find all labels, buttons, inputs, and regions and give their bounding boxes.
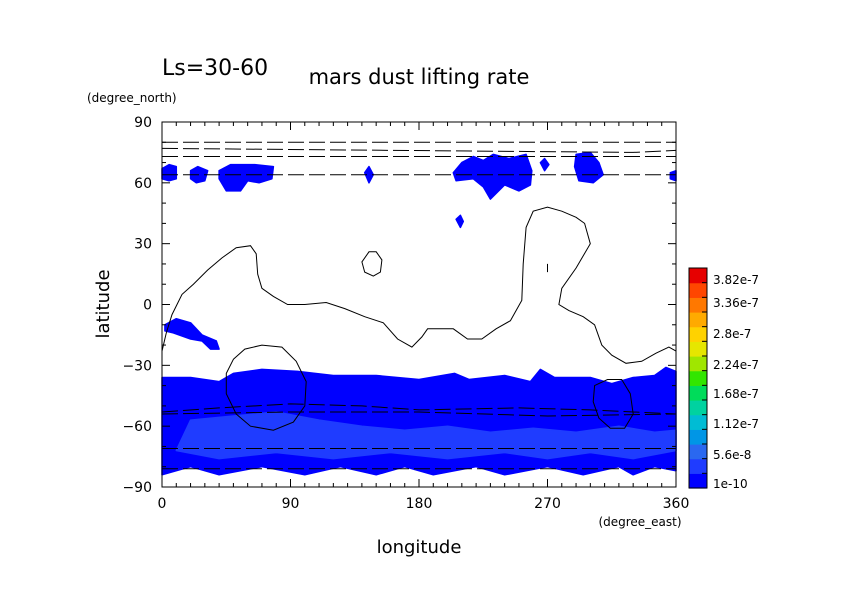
y-tick-label: 60 — [134, 176, 152, 192]
x-tick-label: 270 — [534, 496, 561, 512]
y-tick-labels: 90 60 30 0 −30 −60 −90 — [122, 115, 152, 496]
contour-dash-south-2 — [161, 411, 677, 417]
contour-dash-north-2 — [161, 147, 677, 153]
colorbar-label: 2.8e-7 — [713, 327, 751, 341]
dust-regions — [161, 151, 677, 476]
colorbar-cell — [689, 429, 707, 445]
chart-title: mars dust lifting rate — [309, 65, 530, 89]
contour-terrain-circle-2 — [361, 251, 383, 277]
colorbar-cell — [689, 312, 707, 328]
chart-subtitle: Ls=30-60 — [162, 56, 268, 81]
x-tick-labels: 0 90 180 270 360 — [158, 496, 690, 512]
contour-dash-south-1 — [161, 403, 677, 415]
x-tick-label: 90 — [282, 496, 300, 512]
colorbar-cell — [689, 385, 707, 401]
region-patch-3 — [218, 163, 275, 192]
y-axis-title: latitude — [93, 269, 114, 338]
region-patch-9 — [669, 169, 677, 182]
y-tick-label: 0 — [143, 298, 152, 314]
axis-ticks — [161, 121, 677, 488]
colorbar-cell — [689, 268, 707, 284]
colorbar-cell — [689, 282, 707, 298]
y-tick-label: −60 — [122, 419, 152, 435]
colorbar-cell — [689, 326, 707, 342]
x-tick-label: 180 — [406, 496, 433, 512]
colorbar-labels: 3.82e-7 3.36e-7 2.8e-7 2.24e-7 1.68e-7 1.12e-… — [713, 273, 759, 491]
colorbar-cell — [689, 356, 707, 372]
colorbar-label: 2.24e-7 — [713, 358, 759, 372]
colorbar-label: 1.12e-7 — [713, 417, 759, 431]
colorbar-cell — [689, 341, 707, 357]
colorbar-cell — [689, 414, 707, 430]
x-tick-label: 0 — [158, 496, 167, 512]
contour-terrain-circle-1 — [225, 344, 307, 431]
x-units-label: (degree_east) — [598, 515, 681, 529]
colorbar-frame — [688, 267, 708, 489]
colorbar-label: 3.82e-7 — [713, 273, 759, 287]
colorbar-label: 1.68e-7 — [713, 387, 759, 401]
x-axis-title: longitude — [377, 537, 462, 558]
contour-lines — [161, 141, 677, 470]
colorbar-cell — [689, 297, 707, 313]
region-patch-5 — [455, 214, 465, 229]
y-tick-label: −30 — [122, 358, 152, 374]
y-tick-label: −90 — [122, 480, 152, 496]
colorbar-cell — [689, 444, 707, 460]
contour-terrain-main — [161, 206, 677, 364]
colorbar-cell — [689, 370, 707, 386]
y-tick-label: 30 — [134, 237, 152, 253]
colorbar-label: 5.6e-8 — [713, 448, 751, 462]
y-units-label: (degree_north) — [87, 91, 177, 105]
colorbar-cell — [689, 400, 707, 416]
colorbar — [688, 267, 708, 489]
region-patch-7 — [539, 157, 550, 172]
colorbar-label: 1e-10 — [713, 477, 748, 491]
y-tick-label: 90 — [134, 115, 152, 131]
x-tick-label: 360 — [663, 496, 690, 512]
region-patch-6 — [452, 153, 533, 200]
region-patch-10 — [164, 317, 220, 350]
region-patch-2 — [189, 165, 209, 184]
colorbar-cell — [689, 473, 707, 489]
region-patch-1 — [161, 163, 178, 182]
colorbar-label: 3.36e-7 — [713, 296, 759, 310]
colorbar-cell — [689, 458, 707, 474]
